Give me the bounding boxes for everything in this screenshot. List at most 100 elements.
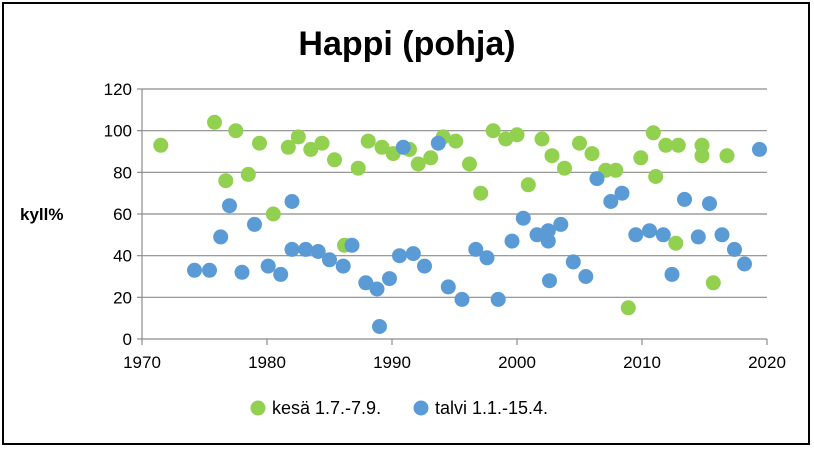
data-point-series-1	[395, 139, 411, 155]
data-point-series-1	[714, 227, 730, 243]
chart-title: Happi (pohja)	[298, 25, 515, 63]
data-point-series-1	[247, 216, 262, 232]
data-point-series-1	[603, 194, 619, 209]
data-point-series-1	[553, 216, 569, 232]
y-axis-label: kyll%	[20, 205, 63, 224]
data-point-series-0	[280, 139, 296, 155]
data-point-series-0	[265, 206, 281, 222]
chart-frame	[2, 2, 810, 445]
data-point-series-1	[529, 227, 545, 243]
y-tick-label: 20	[113, 288, 132, 307]
data-point-series-0	[572, 135, 587, 151]
data-point-series-1	[273, 266, 289, 282]
y-tick-label: 40	[113, 247, 132, 266]
data-point-series-0	[240, 166, 256, 182]
data-point-series-1	[542, 273, 557, 289]
data-point-series-0	[252, 135, 267, 151]
data-point-series-0	[218, 173, 234, 189]
data-point-series-1	[468, 241, 484, 257]
data-point-series-1	[222, 198, 237, 214]
data-point-series-1	[260, 258, 276, 274]
data-point-series-1	[628, 227, 644, 243]
x-tick-label: 2010	[623, 353, 661, 372]
y-tick-label: 60	[113, 205, 132, 224]
x-tick-label: 1980	[248, 353, 286, 372]
data-point-series-0	[645, 125, 661, 141]
x-tick-label: 2000	[498, 353, 536, 372]
data-point-series-1	[727, 241, 742, 257]
data-point-series-0	[303, 141, 319, 157]
data-point-series-0	[608, 162, 624, 178]
data-point-series-1	[369, 281, 385, 297]
x-axis-ticks: 1970 1980 1990 2000 2010 2020	[123, 339, 786, 372]
data-point-series-1	[515, 210, 531, 226]
data-point-series-0	[153, 137, 169, 153]
data-point-series-0	[485, 123, 501, 139]
y-tick-label: 100	[104, 122, 132, 141]
data-point-series-0	[509, 127, 525, 143]
data-point-series-0	[207, 114, 222, 130]
data-point-series-0	[584, 146, 600, 162]
data-point-series-0	[719, 148, 735, 164]
data-point-series-1	[344, 237, 360, 253]
data-point-series-1	[298, 241, 314, 257]
data-point-series-1	[430, 135, 446, 151]
data-point-series-0	[290, 129, 306, 145]
data-point-series-0	[668, 235, 684, 251]
data-point-series-1	[690, 229, 706, 245]
data-point-series-1	[479, 250, 495, 266]
data-point-series-0	[448, 133, 464, 149]
data-point-series-1	[335, 258, 351, 274]
data-point-series-1	[664, 266, 680, 282]
data-point-series-1	[322, 252, 337, 268]
data-point-series-0	[633, 150, 649, 166]
data-point-series-1	[284, 241, 300, 257]
data-point-series-1	[372, 319, 387, 334]
data-point-series-1	[440, 279, 456, 295]
x-tick-label: 2020	[748, 353, 786, 372]
data-point-series-1	[405, 246, 421, 262]
data-point-series-0	[350, 160, 366, 176]
data-point-series-0	[498, 131, 514, 147]
y-axis-ticks: 0 20 40 60 80 100 120	[104, 80, 142, 349]
data-point-series-0	[658, 137, 674, 153]
data-point-series-1	[677, 191, 692, 207]
data-point-series-1	[655, 227, 671, 243]
x-tick-label: 1970	[123, 353, 161, 372]
data-point-series-1	[614, 185, 630, 201]
legend-marker-series-0	[250, 400, 266, 416]
data-point-series-1	[752, 141, 767, 157]
data-point-series-1	[540, 233, 556, 249]
data-point-series-0	[544, 148, 560, 164]
legend-label-series-0: kesä 1.7.-7.9.	[272, 398, 381, 418]
data-point-series-1	[392, 248, 407, 264]
data-point-series-1	[382, 271, 397, 287]
data-point-series-0	[314, 135, 330, 151]
data-point-series-1	[490, 291, 506, 307]
data-point-series-0	[360, 133, 376, 149]
data-point-series-1	[504, 233, 520, 249]
data-point-series-0	[228, 123, 244, 139]
data-point-series-1	[417, 258, 432, 274]
y-tick-label: 120	[104, 80, 132, 99]
data-point-series-0	[705, 275, 721, 291]
data-point-series-1	[589, 171, 605, 187]
data-point-series-0	[462, 156, 477, 172]
legend: kesä 1.7.-7.9. talvi 1.1.-15.4.	[250, 398, 548, 418]
data-point-series-1	[234, 264, 250, 280]
data-point-series-0	[410, 156, 426, 172]
data-point-series-0	[670, 137, 686, 153]
data-point-series-1	[540, 223, 556, 239]
y-tick-label: 0	[123, 330, 132, 349]
data-point-series-1	[737, 256, 752, 272]
y-tick-label: 80	[113, 163, 132, 182]
data-point-series-0	[374, 139, 390, 155]
data-point-series-1	[454, 291, 470, 307]
data-point-series-0	[620, 300, 636, 316]
data-point-series-0	[557, 160, 572, 176]
data-point-series-1	[578, 269, 594, 284]
data-point-series-1	[565, 254, 581, 270]
data-point-series-0	[694, 148, 710, 164]
data-point-series-0	[423, 150, 439, 166]
